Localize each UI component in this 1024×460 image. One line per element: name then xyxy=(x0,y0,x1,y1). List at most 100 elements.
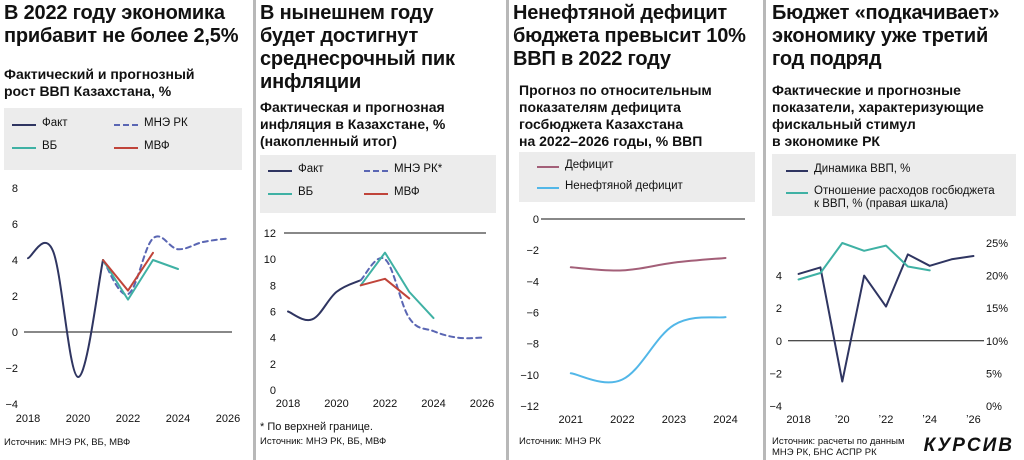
y-tick-label: 6 xyxy=(270,307,276,319)
y-tick-label: 4 xyxy=(12,255,18,267)
panel-title: В 2022 году экономика прибавит не более … xyxy=(4,2,239,47)
chart-legend: Динамика ВВП, % Отношение расходов госбю… xyxy=(772,154,1016,216)
y-right-tick-label: 5% xyxy=(986,368,1002,380)
series-line-imf xyxy=(359,277,411,300)
y-tick-label: −8 xyxy=(526,339,539,351)
x-tick-label: ʼ24 xyxy=(922,414,937,426)
y-tick-label: 8 xyxy=(270,280,276,292)
y-tick-label: −10 xyxy=(520,370,539,382)
chart-legend: Дефицит Ненефтяной дефицит xyxy=(519,152,755,202)
series-line-fact xyxy=(27,241,104,379)
legend-swatch-mne xyxy=(364,170,388,172)
x-tick-label: ʼ26 xyxy=(966,414,981,426)
x-tick-label: 2026 xyxy=(470,398,494,410)
series-line-imf xyxy=(102,251,154,292)
panel-inflation: В нынешнем году будет достигнут среднеср… xyxy=(256,0,506,460)
y-tick-label: −4 xyxy=(5,399,18,411)
series-line-wb xyxy=(359,251,435,320)
legend-entry-imf: МВФ xyxy=(144,140,170,152)
x-tick-label: 2022 xyxy=(610,414,634,426)
legend-entry-deficit: Дефицит xyxy=(565,159,614,171)
y-right-tick-label: 15% xyxy=(986,303,1008,315)
deficit-chart: −12 −10 −8 −6 −4 −2 0 2021 2022 2023 2024 xyxy=(520,214,745,426)
series-line-gdp_dynamics xyxy=(797,253,975,383)
legend-entry-mne: МНЭ РК* xyxy=(394,163,443,175)
x-tick-label: 2024 xyxy=(166,413,190,425)
legend-entry-fact: Факт xyxy=(42,117,68,129)
panel-divider xyxy=(506,0,509,460)
legend-swatch-gdp-dynamics xyxy=(786,170,808,172)
x-tick-label: 2018 xyxy=(16,413,40,425)
legend-swatch-fact xyxy=(268,170,292,172)
y-right-tick-label: 20% xyxy=(986,271,1008,283)
source-note: Источник: МНЭ РК, ВБ, МВФ xyxy=(4,437,131,448)
y-tick-label: 8 xyxy=(12,183,18,195)
footnote: * По верхней границе. xyxy=(260,421,373,433)
legend-entry-gdp-dynamics: Динамика ВВП, % xyxy=(814,163,911,175)
y-right-tick-label: 10% xyxy=(986,336,1008,348)
y-tick-label: −4 xyxy=(526,276,539,288)
source-note: Источник: расчеты по данным МНЭ РК, БНС … xyxy=(772,436,905,458)
x-tick-label: 2022 xyxy=(373,398,397,410)
panel-title: В нынешнем году будет достигнут среднеср… xyxy=(260,2,455,93)
x-tick-label: 2020 xyxy=(324,398,348,410)
series-line-mne xyxy=(102,235,229,296)
inflation-chart: 0 2 4 6 8 10 12 2018 2020 2022 2024 2026 xyxy=(264,228,494,410)
y-tick-label: 0 xyxy=(533,214,539,226)
legend-swatch-wb xyxy=(268,193,292,195)
panel-subtitle: Фактические и прогнозные показатели, хар… xyxy=(772,82,984,149)
source-note: Источник: МНЭ РК xyxy=(519,436,601,447)
panel-title: Бюджет «подкачивает» экономику уже трети… xyxy=(772,2,1000,70)
y-tick-label: −12 xyxy=(520,401,539,413)
chart-legend: Факт МНЭ РК* ВБ МВФ xyxy=(260,155,496,213)
x-tick-label: 2026 xyxy=(216,413,240,425)
legend-entry-fact: Факт xyxy=(298,163,324,175)
series-line-fiscal_ratio xyxy=(797,242,931,281)
y-tick-label: −4 xyxy=(769,401,782,413)
legend-entry-wb: ВБ xyxy=(42,140,58,152)
series-line-wb xyxy=(102,259,179,301)
x-tick-label: 2021 xyxy=(559,414,583,426)
y-tick-label: 4 xyxy=(776,271,782,283)
fiscal-stimulus-chart: −4 −2 0 2 4 0% 5% 10% 15% 20% 25% 2018 ʼ20 ʼ22 ʼ24 ʼ26 xyxy=(769,238,1008,426)
y-tick-label: 2 xyxy=(12,291,18,303)
x-tick-label: 2018 xyxy=(276,398,300,410)
y-tick-label: 12 xyxy=(264,228,276,240)
panel-divider xyxy=(253,0,256,460)
x-tick-label: 2020 xyxy=(66,413,90,425)
x-tick-label: ʼ20 xyxy=(835,414,850,426)
legend-swatch-imf xyxy=(364,193,388,195)
y-right-tick-label: 0% xyxy=(986,401,1002,413)
x-tick-label: 2024 xyxy=(713,414,737,426)
panel-divider xyxy=(763,0,766,460)
gdp-growth-chart: −4 −2 0 2 4 6 8 2018 2020 2022 2024 2026 xyxy=(5,183,240,425)
x-tick-label: 2024 xyxy=(421,398,445,410)
y-tick-label: −6 xyxy=(526,308,539,320)
y-tick-label: 6 xyxy=(12,219,18,231)
x-tick-label: ʼ22 xyxy=(879,414,894,426)
y-tick-label: 2 xyxy=(776,303,782,315)
legend-swatch-wb xyxy=(12,147,36,149)
panel-subtitle: Фактический и прогнозный рост ВВП Казахс… xyxy=(4,66,195,99)
panel-subtitle: Прогноз по относительным показателям деф… xyxy=(519,82,712,149)
legend-entry-wb: ВБ xyxy=(298,186,314,198)
y-right-tick-label: 25% xyxy=(986,238,1008,250)
panel-deficit: Ненефтяной дефицит бюджета превысит 10% … xyxy=(509,0,763,460)
legend-entry-nonoil: Ненефтяной дефицит xyxy=(565,180,683,192)
legend-swatch-mne xyxy=(114,124,138,126)
y-tick-label: 0 xyxy=(776,336,782,348)
legend-swatch-deficit xyxy=(537,166,559,168)
series-line-nonoil xyxy=(569,316,727,384)
source-note: Источник: МНЭ РК, ВБ, МВФ xyxy=(260,436,387,447)
y-tick-label: 10 xyxy=(264,254,276,266)
y-tick-label: −2 xyxy=(5,363,18,375)
legend-entry-fiscal-ratio: Отношение расходов госбюджета к ВВП, % (… xyxy=(814,185,995,210)
legend-swatch-imf xyxy=(114,147,138,149)
y-tick-label: 0 xyxy=(12,327,18,339)
chart-legend: Факт МНЭ РК ВБ МВФ xyxy=(4,108,242,170)
y-tick-label: −2 xyxy=(769,368,782,380)
series-line-deficit xyxy=(569,256,727,272)
panel-subtitle: Фактическая и прогнозная инфляция в Каза… xyxy=(260,99,446,149)
x-tick-label: 2023 xyxy=(662,414,686,426)
